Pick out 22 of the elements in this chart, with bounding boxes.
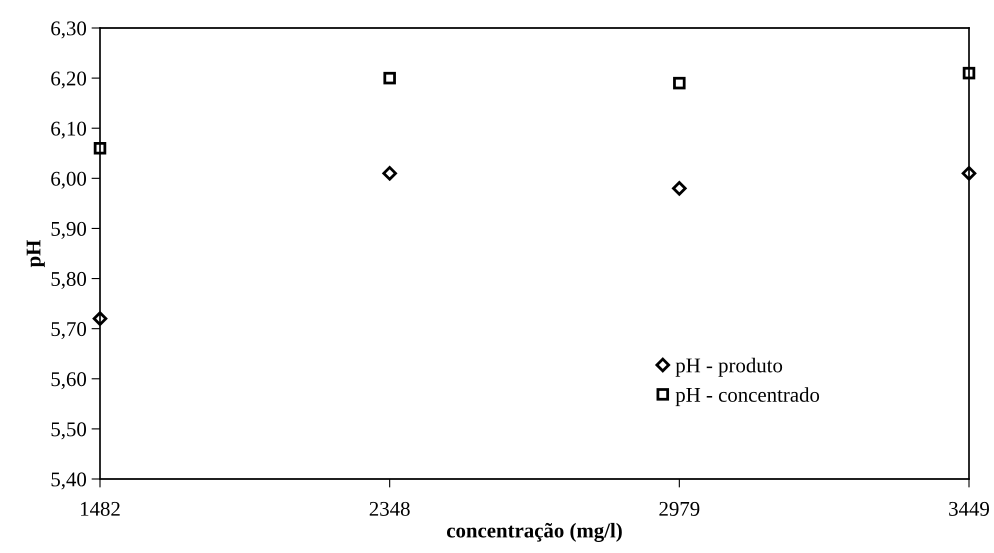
x-axis-title: concentração (mg/l) <box>446 522 622 542</box>
y-tick-label: 5,90 <box>52 222 86 239</box>
x-tick-label: 2348 <box>370 502 410 516</box>
y-axis-title: pH <box>26 240 45 268</box>
x-tick-label: 2979 <box>659 502 700 516</box>
point <box>672 181 687 196</box>
point <box>383 72 396 84</box>
y-tick-label: 5,50 <box>52 422 86 440</box>
legend-label: pH - concentrado <box>676 387 820 406</box>
x-tick-label: 1482 <box>81 502 120 516</box>
x-tick-label: 3449 <box>949 502 989 516</box>
y-tick-label: 6,10 <box>51 122 86 139</box>
point <box>382 166 397 181</box>
y-tick-label: 5,70 <box>52 322 86 340</box>
y-tick-label: 5,80 <box>52 272 86 289</box>
point <box>673 76 686 90</box>
y-tick-label: 6,00 <box>51 172 86 189</box>
y-tick-label: 5,40 <box>52 472 86 490</box>
y-tick-label: 5,60 <box>52 372 86 390</box>
y-tick-label: 6,30 <box>51 21 86 38</box>
legend-label: pH - produto <box>676 358 782 377</box>
y-tick-label: 6,20 <box>51 71 86 89</box>
